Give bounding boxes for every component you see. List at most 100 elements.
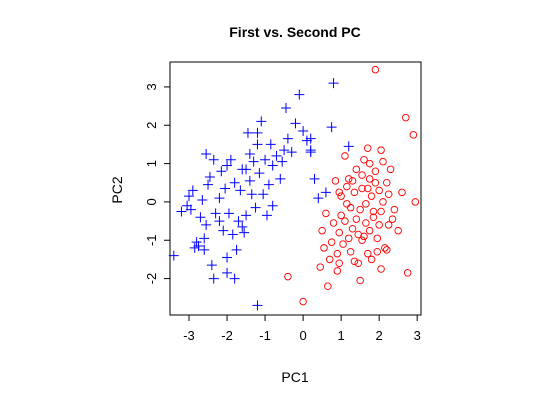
- plus-point: [222, 267, 233, 278]
- circle-point: [388, 215, 397, 223]
- plus-point: [271, 150, 282, 161]
- plus-point: [343, 141, 354, 152]
- x-tick-label: 2: [376, 328, 383, 343]
- plus-point: [282, 133, 293, 144]
- circle-point: [362, 219, 370, 227]
- circle-point: [350, 188, 359, 197]
- plus-point: [235, 185, 246, 196]
- plus-point: [227, 229, 238, 240]
- plus-point: [214, 193, 225, 204]
- circle-point: [348, 177, 357, 185]
- plus-point: [277, 156, 288, 167]
- x-tick-label: -1: [259, 328, 271, 343]
- circle-point: [343, 200, 351, 208]
- plus-point: [225, 154, 236, 165]
- circle-point: [403, 269, 412, 277]
- plus-point: [298, 126, 309, 136]
- circle-point: [356, 276, 364, 285]
- plus-point: [294, 89, 305, 100]
- plus-point: [242, 127, 253, 138]
- plus-point: [252, 127, 263, 138]
- plus-point: [241, 164, 252, 175]
- circle-point: [409, 131, 418, 139]
- y-tick-label: 0: [144, 198, 159, 205]
- circle-point: [350, 257, 359, 266]
- plus-point: [286, 147, 297, 158]
- circle-point: [358, 171, 366, 179]
- plus-point: [256, 116, 267, 127]
- plus-point: [263, 179, 274, 190]
- plus-point: [246, 189, 257, 200]
- plus-point: [218, 225, 229, 236]
- plus-point: [290, 118, 301, 129]
- x-tick-label: 0: [299, 328, 306, 343]
- circle-point: [352, 165, 361, 174]
- plus-point: [252, 300, 263, 311]
- circle-point: [339, 240, 347, 248]
- plus-point: [275, 173, 286, 184]
- circle-point: [377, 207, 385, 216]
- plus-point: [320, 187, 331, 198]
- circle-point: [337, 192, 345, 200]
- plus-point: [222, 252, 233, 263]
- plus-point: [199, 233, 210, 244]
- plus-point: [201, 149, 212, 159]
- circle-point: [371, 65, 380, 74]
- axis-ticks: -3 -2 -1 0 1 2 3 -2 -1 0 1 2 3: [144, 83, 421, 343]
- circle-point: [348, 224, 357, 233]
- circle-point: [358, 184, 366, 193]
- circle-point: [371, 167, 380, 175]
- circle-point: [398, 188, 406, 197]
- circle-point: [333, 267, 342, 275]
- circle-point: [354, 230, 363, 239]
- y-axis-label: PC2: [109, 176, 125, 203]
- circle-point: [333, 249, 342, 258]
- data-points: [168, 65, 420, 311]
- circle-point: [371, 178, 380, 187]
- plus-point: [248, 156, 259, 167]
- plus-point: [229, 177, 240, 188]
- x-tick-label: -2: [221, 328, 233, 343]
- circle-point: [335, 259, 343, 268]
- circle-point: [373, 247, 382, 256]
- circle-point: [284, 272, 292, 281]
- plus-point: [204, 172, 215, 182]
- plus-point: [210, 208, 221, 219]
- chart-title: First vs. Second PC: [229, 24, 360, 40]
- circle-point: [335, 228, 343, 237]
- circle-point: [377, 265, 385, 273]
- plus-point: [216, 166, 227, 177]
- plus-point: [199, 244, 210, 255]
- circle-point: [383, 246, 391, 254]
- circle-point: [384, 221, 393, 229]
- plus-point: [214, 216, 225, 227]
- circle-point: [346, 203, 355, 212]
- plus-point: [220, 183, 231, 194]
- plus-point: [267, 160, 278, 171]
- plus-point: [208, 273, 219, 284]
- plus-point: [222, 160, 233, 171]
- circle-point: [358, 236, 366, 244]
- circle-point: [324, 282, 332, 291]
- circle-point: [337, 211, 345, 220]
- circle-point: [318, 226, 326, 235]
- circle-point: [354, 259, 363, 268]
- y-tick-label: 3: [144, 83, 159, 90]
- plus-point: [326, 122, 337, 133]
- circle-point: [360, 155, 368, 164]
- plus-point: [313, 193, 324, 204]
- circle-point: [344, 175, 353, 183]
- circle-point: [329, 219, 338, 227]
- plus-point: [250, 202, 261, 213]
- plus-point: [252, 139, 263, 150]
- circle-point: [375, 221, 383, 229]
- plus-point: [223, 208, 234, 219]
- circle-point: [327, 238, 336, 246]
- plus-point: [241, 210, 252, 221]
- plus-point: [185, 204, 196, 215]
- plus-point: [265, 139, 276, 150]
- circle-point: [364, 184, 372, 193]
- plus-point: [229, 273, 240, 284]
- circle-point: [299, 297, 307, 306]
- plus-point: [244, 175, 255, 186]
